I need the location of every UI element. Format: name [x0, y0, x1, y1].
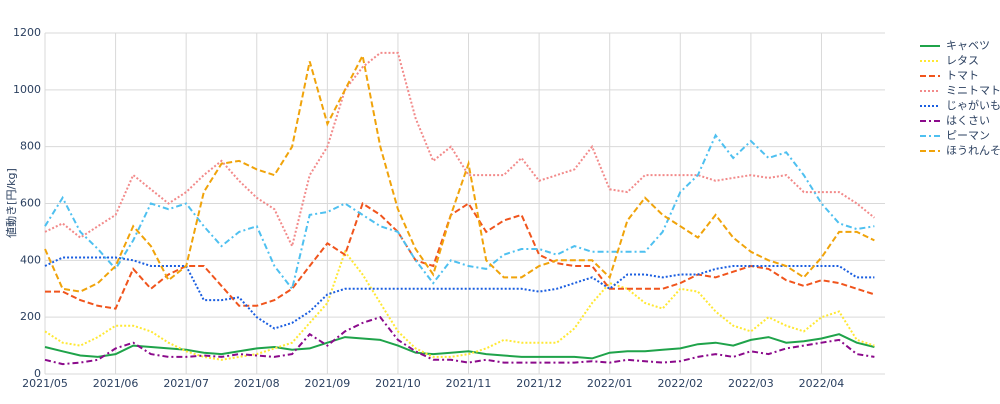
- line-series: [44, 52, 875, 293]
- line-series: [44, 333, 875, 360]
- legend-label: じゃがいも: [946, 98, 1000, 112]
- legend-label: トマト: [946, 69, 979, 82]
- x-tick-label: 2021/08: [234, 377, 280, 390]
- x-tick-label: 2021/10: [375, 377, 421, 390]
- legend-label: ピーマン: [946, 129, 990, 142]
- legend-label: はくさい: [946, 114, 990, 127]
- line-series: [44, 249, 875, 361]
- x-tick-label: 2022/02: [657, 377, 703, 390]
- line-series: [45, 201, 875, 310]
- x-tick-label: 2022/03: [728, 377, 774, 390]
- line-series: [44, 256, 875, 330]
- y-tick-label: 0: [34, 367, 41, 380]
- line-series: [44, 51, 876, 250]
- y-axis-title: 値動き[円/kg]: [4, 168, 18, 238]
- x-tick-label: 2021/12: [516, 377, 562, 390]
- x-tick-label: 2022/01: [587, 377, 633, 390]
- y-tick-label: 1000: [13, 83, 41, 96]
- x-tick-label: 2022/04: [799, 377, 845, 390]
- y-tick-label: 600: [20, 197, 41, 210]
- x-tick-label: 2021/06: [93, 377, 139, 390]
- y-tick-label: 800: [20, 140, 41, 153]
- y-tick-label: 200: [20, 310, 41, 323]
- legend-label: キャベツ: [946, 39, 990, 52]
- legend-label: ミニトマト: [946, 84, 1000, 97]
- x-tick-label: 2021/09: [305, 377, 351, 390]
- y-tick-label: 400: [20, 253, 41, 266]
- legend-label: ほうれんそう: [946, 144, 1000, 157]
- line-series: [44, 133, 875, 292]
- legend-label: レタス: [946, 54, 979, 67]
- x-tick-label: 2021/11: [446, 377, 492, 390]
- y-tick-label: 1200: [13, 26, 41, 39]
- x-tick-label: 2021/07: [163, 377, 209, 390]
- x-tick-label: 2021/05: [22, 377, 68, 390]
